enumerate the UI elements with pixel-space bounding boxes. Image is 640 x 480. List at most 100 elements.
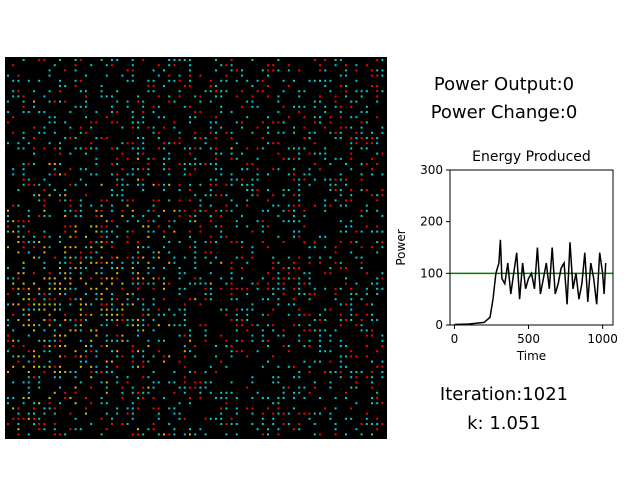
- particle: [59, 334, 61, 337]
- particle: [116, 355, 119, 358]
- particle: [142, 152, 145, 155]
- particle: [131, 282, 134, 285]
- particle: [189, 79, 191, 82]
- particle: [126, 183, 129, 186]
- particle: [319, 69, 321, 72]
- particle: [27, 215, 30, 217]
- particle: [22, 298, 25, 301]
- particle: [339, 105, 342, 108]
- particle: [178, 412, 181, 415]
- particle: [90, 313, 93, 316]
- particle: [277, 303, 280, 306]
- particle: [303, 116, 306, 119]
- particle: [12, 220, 15, 223]
- particle: [220, 126, 223, 129]
- particle: [277, 412, 280, 415]
- particle: [43, 147, 46, 150]
- particle: [137, 121, 139, 124]
- particle: [293, 157, 295, 160]
- particle: [48, 282, 51, 285]
- particle: [74, 215, 77, 217]
- particle: [365, 303, 368, 306]
- particle: [79, 303, 82, 306]
- particle: [365, 423, 368, 425]
- particle: [365, 90, 368, 93]
- particle: [199, 277, 202, 280]
- particle: [90, 303, 93, 306]
- particle: [287, 69, 290, 72]
- particle: [22, 235, 25, 238]
- particle: [298, 339, 301, 342]
- particle: [215, 241, 217, 243]
- particle: [27, 376, 30, 379]
- particle: [116, 173, 119, 176]
- particle: [215, 157, 217, 160]
- particle: [256, 428, 259, 431]
- particle: [345, 391, 347, 394]
- particle: [152, 209, 155, 212]
- particle: [204, 282, 207, 285]
- particle: [241, 90, 243, 93]
- particle: [381, 287, 384, 290]
- particle: [27, 298, 30, 301]
- particle: [48, 100, 51, 103]
- particle: [303, 215, 306, 217]
- particle: [277, 397, 280, 399]
- particle: [95, 350, 98, 353]
- particle: [100, 230, 103, 233]
- particle: [22, 246, 25, 249]
- particle: [74, 402, 77, 405]
- particle: [100, 241, 103, 243]
- particle: [59, 241, 61, 243]
- particle: [137, 251, 139, 254]
- particle: [381, 345, 384, 347]
- particle: [365, 334, 368, 337]
- particle: [100, 433, 103, 436]
- particle: [371, 381, 373, 384]
- particle: [100, 272, 103, 275]
- particle: [360, 209, 363, 212]
- particle: [345, 74, 347, 77]
- particle: [355, 90, 358, 93]
- particle: [319, 152, 321, 155]
- particle: [277, 298, 280, 301]
- particle: [131, 111, 134, 113]
- particle: [48, 303, 51, 306]
- reactor-simulation-canvas: [5, 57, 387, 439]
- particle: [64, 215, 67, 217]
- particle: [183, 209, 186, 212]
- particle: [329, 131, 332, 134]
- particle: [168, 142, 171, 145]
- particle: [43, 365, 46, 368]
- particle: [241, 246, 243, 249]
- particle: [64, 313, 67, 316]
- particle: [251, 131, 254, 134]
- particle: [105, 241, 108, 243]
- particle: [199, 163, 202, 165]
- particle: [48, 365, 51, 368]
- particle: [256, 157, 259, 160]
- particle: [189, 386, 191, 389]
- particle: [230, 423, 233, 425]
- particle: [267, 142, 269, 145]
- particle: [48, 293, 51, 295]
- particle: [376, 225, 379, 228]
- particle: [7, 339, 9, 342]
- particle: [43, 267, 46, 269]
- particle: [350, 303, 353, 306]
- particle: [22, 397, 25, 399]
- particle: [189, 350, 191, 353]
- particle: [27, 350, 30, 353]
- particle: [199, 225, 202, 228]
- particle: [48, 272, 51, 275]
- particle: [189, 183, 191, 186]
- particle: [360, 90, 363, 93]
- particle: [376, 194, 379, 197]
- particle: [131, 142, 134, 145]
- particle: [246, 287, 249, 290]
- particle: [365, 142, 368, 145]
- particle: [147, 313, 150, 316]
- particle: [355, 256, 358, 259]
- particle: [189, 152, 191, 155]
- particle: [293, 194, 295, 197]
